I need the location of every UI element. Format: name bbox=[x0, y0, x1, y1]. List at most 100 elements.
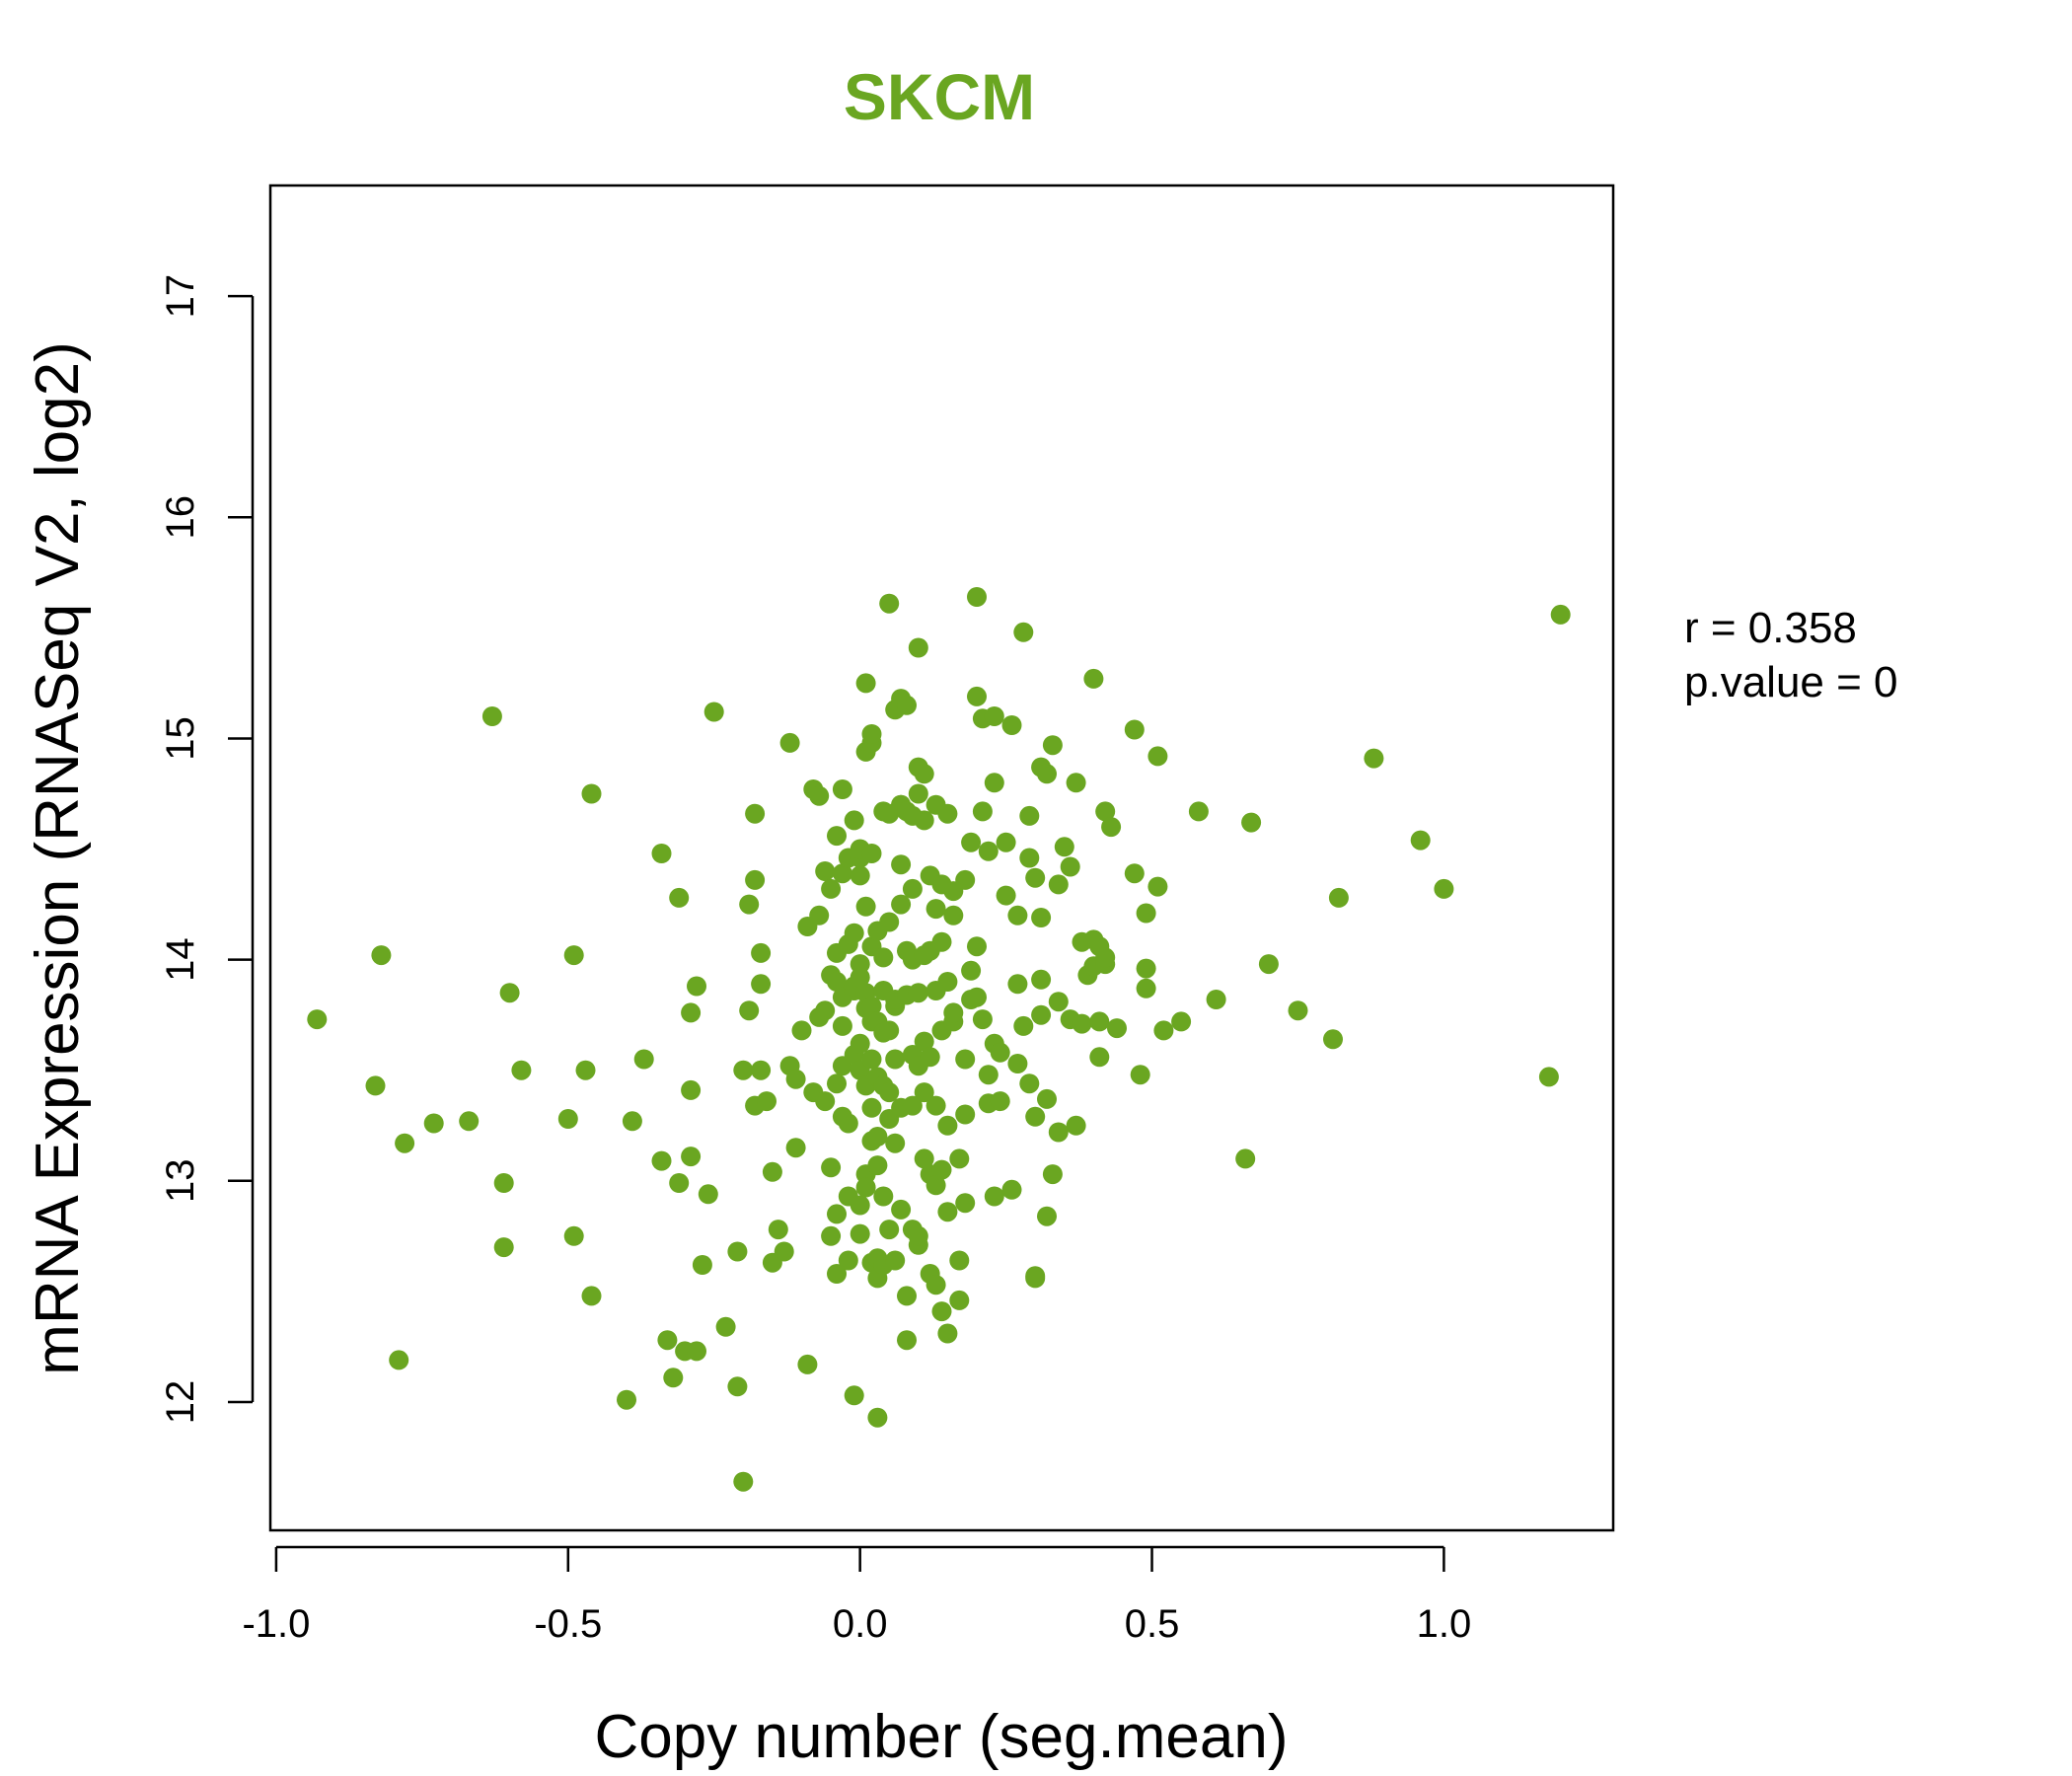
data-point bbox=[1136, 958, 1156, 979]
x-axis: -1.0 -0.5 0.0 0.5 1.0 bbox=[242, 1545, 1472, 1646]
data-point bbox=[861, 1097, 882, 1118]
data-point bbox=[1328, 887, 1349, 908]
data-point bbox=[1007, 1054, 1028, 1073]
x-tick-label: 1.0 bbox=[1417, 1602, 1472, 1646]
data-point bbox=[1235, 1148, 1256, 1169]
data-point bbox=[739, 894, 760, 915]
data-point bbox=[1241, 812, 1262, 833]
data-point bbox=[908, 1225, 928, 1246]
data-point bbox=[815, 861, 836, 881]
data-point bbox=[861, 724, 882, 744]
data-point bbox=[785, 1069, 806, 1089]
data-point bbox=[1364, 748, 1384, 769]
data-point bbox=[867, 1127, 888, 1147]
data-point bbox=[867, 1155, 888, 1176]
data-point bbox=[827, 972, 847, 992]
data-point bbox=[925, 1175, 946, 1196]
data-point bbox=[996, 885, 1016, 906]
x-tick-label: -1.0 bbox=[242, 1602, 310, 1646]
data-point bbox=[937, 972, 958, 992]
data-point bbox=[423, 1113, 444, 1134]
data-point bbox=[1037, 1088, 1057, 1109]
data-point bbox=[1538, 1067, 1559, 1087]
data-point bbox=[967, 987, 987, 1007]
data-point bbox=[949, 1250, 970, 1271]
data-point bbox=[879, 1020, 900, 1041]
data-point bbox=[563, 1225, 584, 1246]
data-point bbox=[827, 826, 847, 847]
data-point bbox=[931, 931, 952, 952]
data-point bbox=[745, 803, 766, 824]
data-point bbox=[493, 1237, 514, 1258]
data-point bbox=[1013, 622, 1034, 642]
data-point bbox=[1083, 668, 1104, 689]
data-point bbox=[943, 905, 964, 925]
data-point bbox=[879, 593, 900, 614]
data-point bbox=[715, 1316, 736, 1337]
data-point bbox=[972, 1009, 993, 1030]
data-point bbox=[955, 1049, 976, 1070]
data-point bbox=[581, 783, 602, 804]
data-point bbox=[681, 1147, 702, 1167]
data-point bbox=[1136, 978, 1156, 999]
data-point bbox=[692, 1255, 712, 1275]
data-point bbox=[908, 637, 928, 658]
data-point bbox=[1107, 1018, 1127, 1039]
data-point bbox=[1147, 746, 1168, 767]
data-point bbox=[1130, 1065, 1150, 1085]
data-point bbox=[902, 878, 923, 899]
data-point bbox=[371, 945, 392, 966]
plot-area-frame bbox=[268, 184, 1615, 1532]
data-point bbox=[751, 942, 772, 963]
data-point bbox=[855, 896, 876, 917]
data-point bbox=[990, 1091, 1010, 1112]
data-point bbox=[1025, 867, 1046, 888]
y-tick-label: 13 bbox=[159, 1159, 202, 1204]
data-point bbox=[687, 1341, 706, 1362]
data-point bbox=[897, 1286, 917, 1306]
data-point bbox=[779, 732, 800, 753]
data-point bbox=[1025, 1266, 1046, 1287]
data-point bbox=[1089, 1047, 1110, 1068]
data-point bbox=[1124, 719, 1145, 740]
data-point bbox=[739, 1000, 760, 1021]
data-point bbox=[757, 1091, 777, 1112]
data-point bbox=[1019, 1073, 1040, 1094]
data-point bbox=[937, 1323, 958, 1344]
data-point bbox=[575, 1060, 596, 1080]
data-point bbox=[698, 1184, 718, 1205]
data-point bbox=[1013, 1015, 1034, 1036]
data-point bbox=[972, 801, 993, 822]
data-point bbox=[850, 1223, 870, 1244]
data-point bbox=[1066, 773, 1086, 793]
data-point bbox=[931, 1159, 952, 1180]
data-point bbox=[920, 1047, 940, 1068]
data-point bbox=[937, 1202, 958, 1222]
data-point bbox=[827, 1073, 847, 1094]
data-point bbox=[1095, 947, 1116, 968]
data-point bbox=[751, 1060, 772, 1080]
data-point bbox=[395, 1133, 415, 1153]
data-point bbox=[855, 673, 876, 694]
data-point bbox=[733, 1471, 754, 1492]
data-point bbox=[844, 810, 864, 831]
data-point bbox=[931, 1301, 952, 1322]
data-point bbox=[879, 912, 900, 932]
data-point bbox=[1323, 1029, 1343, 1050]
data-point bbox=[622, 1111, 642, 1132]
data-point bbox=[1095, 801, 1116, 822]
data-point bbox=[1288, 1000, 1308, 1021]
data-point bbox=[897, 1330, 917, 1351]
stat-r: r = 0.358 bbox=[1684, 604, 1857, 652]
x-axis-label: Copy number (seg.mean) bbox=[595, 1703, 1289, 1771]
data-point bbox=[1042, 1164, 1063, 1185]
data-point bbox=[1153, 1020, 1174, 1041]
data-point bbox=[681, 1002, 702, 1023]
data-point bbox=[937, 1115, 958, 1136]
data-point bbox=[815, 1000, 836, 1021]
data-point bbox=[832, 1015, 852, 1036]
data-point bbox=[481, 706, 502, 726]
chart-title: SKCM bbox=[844, 60, 1035, 133]
data-point bbox=[925, 1095, 946, 1116]
data-points bbox=[307, 587, 1571, 1492]
